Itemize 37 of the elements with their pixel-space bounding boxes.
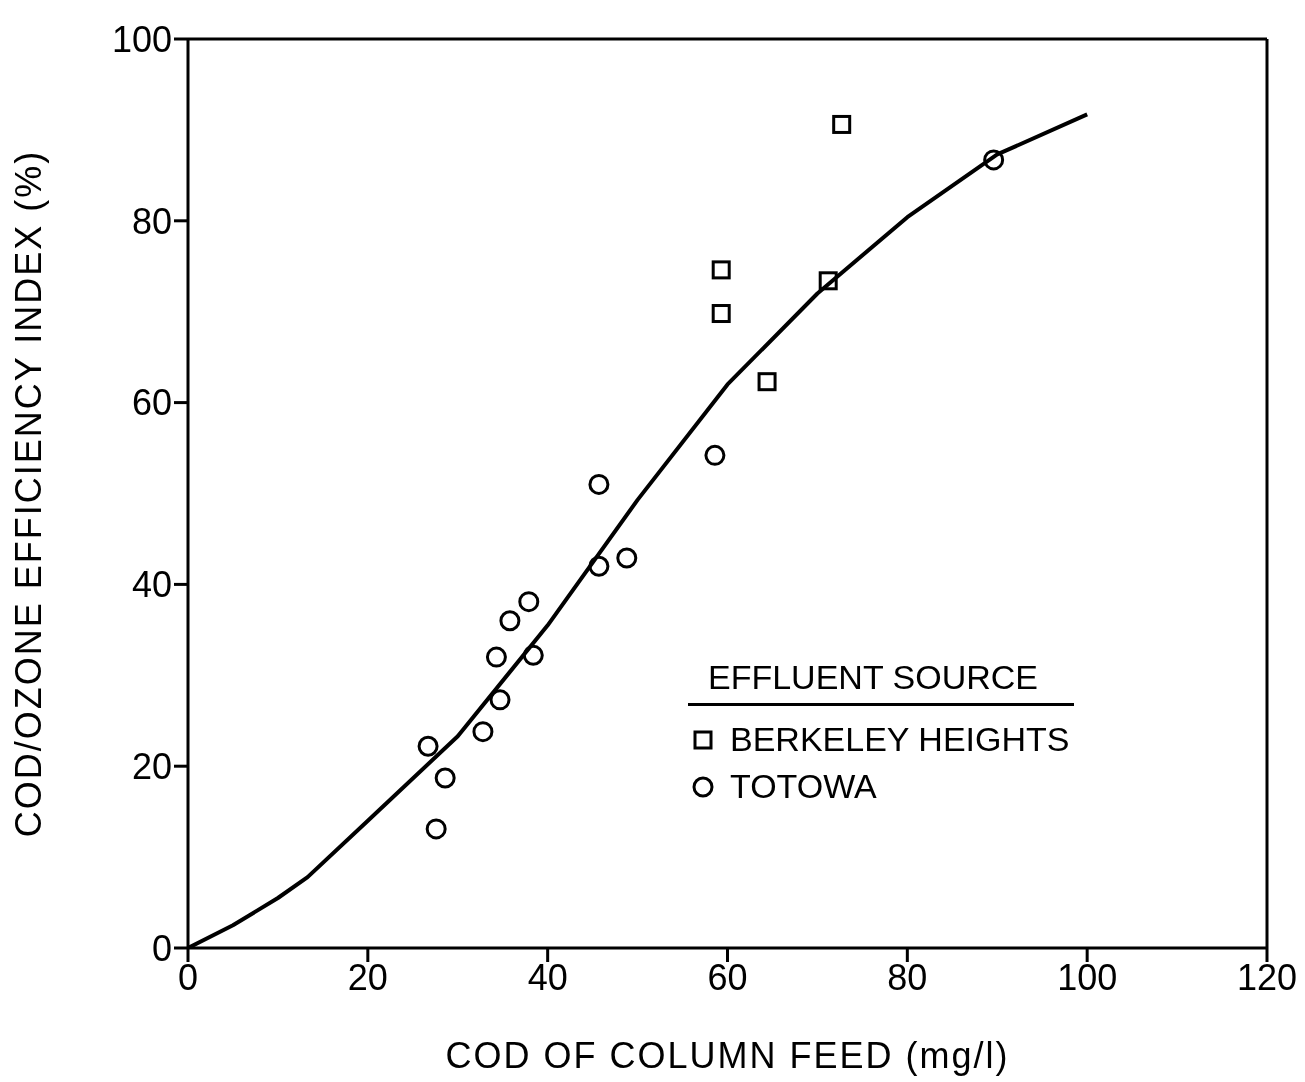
point bbox=[417, 735, 439, 757]
point bbox=[489, 689, 511, 711]
x-tick-label: 40 bbox=[527, 956, 568, 998]
point bbox=[522, 644, 544, 666]
point bbox=[704, 444, 726, 466]
x-tick-label: 100 bbox=[1057, 956, 1118, 998]
point bbox=[425, 818, 447, 840]
point bbox=[499, 610, 521, 632]
point bbox=[711, 260, 731, 280]
x-tick-label: 20 bbox=[347, 956, 388, 998]
point bbox=[757, 372, 777, 392]
y-tick-label: 40 bbox=[131, 564, 172, 606]
y-tick-label: 60 bbox=[131, 382, 172, 424]
legend-label: BERKELEY HEIGHTS bbox=[730, 720, 1070, 759]
y-tick-label: 20 bbox=[131, 745, 172, 787]
legend-title: EFFLUENT SOURCE bbox=[688, 658, 1074, 706]
point bbox=[485, 646, 507, 668]
x-tick-label: 0 bbox=[177, 956, 199, 998]
x-tick-label: 80 bbox=[887, 956, 928, 998]
point bbox=[472, 721, 494, 743]
y-tick-label: 100 bbox=[111, 18, 172, 60]
point bbox=[434, 767, 456, 789]
point bbox=[518, 591, 540, 613]
point bbox=[616, 547, 638, 569]
point bbox=[818, 271, 838, 291]
y-tick-label: 80 bbox=[131, 200, 172, 242]
x-axis-title: COD OF COLUMN FEED (mg/l) bbox=[445, 1035, 1010, 1076]
point bbox=[832, 114, 852, 134]
point bbox=[588, 473, 610, 495]
y-axis-title: COD/OZONE EFFICIENCY INDEX (%) bbox=[7, 149, 49, 838]
point bbox=[588, 555, 610, 577]
x-tick-label: 60 bbox=[707, 956, 748, 998]
point bbox=[983, 149, 1005, 171]
point bbox=[711, 304, 731, 324]
x-tick-label: 120 bbox=[1236, 956, 1298, 998]
y-tick-label: 0 bbox=[151, 927, 172, 969]
legend-label: TOTOWA bbox=[730, 767, 877, 806]
